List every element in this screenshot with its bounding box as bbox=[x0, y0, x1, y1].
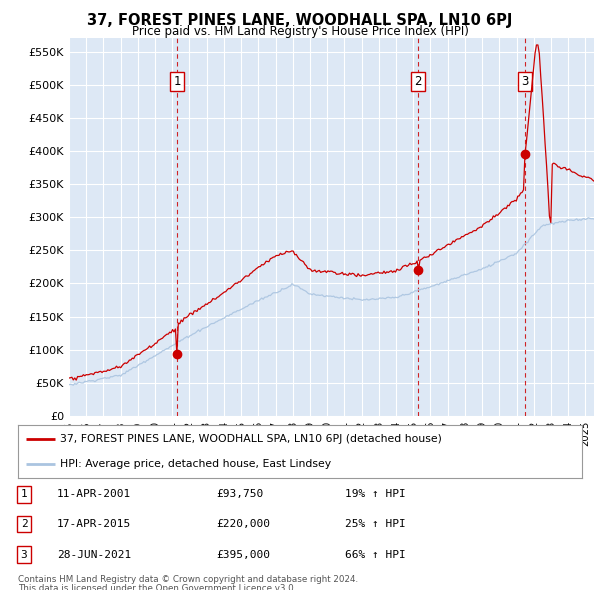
Text: Price paid vs. HM Land Registry's House Price Index (HPI): Price paid vs. HM Land Registry's House … bbox=[131, 25, 469, 38]
Text: 1: 1 bbox=[173, 75, 181, 88]
Text: £220,000: £220,000 bbox=[216, 519, 270, 529]
Text: 37, FOREST PINES LANE, WOODHALL SPA, LN10 6PJ (detached house): 37, FOREST PINES LANE, WOODHALL SPA, LN1… bbox=[60, 434, 442, 444]
Text: 28-JUN-2021: 28-JUN-2021 bbox=[57, 550, 131, 559]
Text: 25% ↑ HPI: 25% ↑ HPI bbox=[345, 519, 406, 529]
Text: This data is licensed under the Open Government Licence v3.0.: This data is licensed under the Open Gov… bbox=[18, 584, 296, 590]
Text: 17-APR-2015: 17-APR-2015 bbox=[57, 519, 131, 529]
Text: 3: 3 bbox=[20, 550, 28, 559]
Text: Contains HM Land Registry data © Crown copyright and database right 2024.: Contains HM Land Registry data © Crown c… bbox=[18, 575, 358, 584]
Text: £93,750: £93,750 bbox=[216, 490, 263, 499]
Text: 2: 2 bbox=[20, 519, 28, 529]
Text: 37, FOREST PINES LANE, WOODHALL SPA, LN10 6PJ: 37, FOREST PINES LANE, WOODHALL SPA, LN1… bbox=[88, 13, 512, 28]
Text: 19% ↑ HPI: 19% ↑ HPI bbox=[345, 490, 406, 499]
Text: 1: 1 bbox=[20, 490, 28, 499]
Text: 11-APR-2001: 11-APR-2001 bbox=[57, 490, 131, 499]
Text: HPI: Average price, detached house, East Lindsey: HPI: Average price, detached house, East… bbox=[60, 458, 331, 468]
Text: £395,000: £395,000 bbox=[216, 550, 270, 559]
Text: 3: 3 bbox=[521, 75, 529, 88]
Text: 2: 2 bbox=[415, 75, 422, 88]
Text: 66% ↑ HPI: 66% ↑ HPI bbox=[345, 550, 406, 559]
